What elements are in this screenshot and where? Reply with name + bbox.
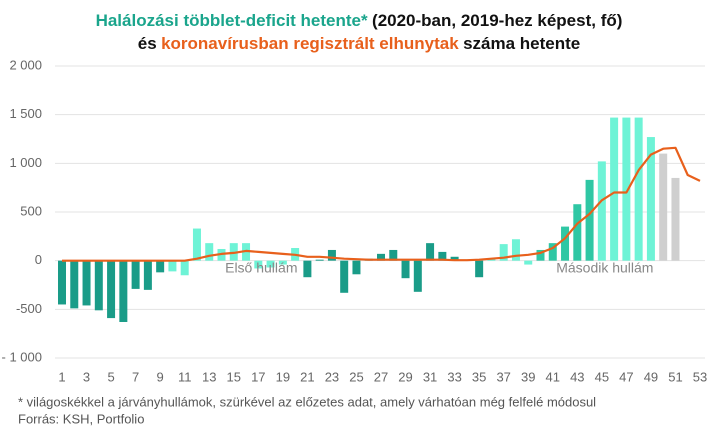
chart-title: Halálozási többlet-deficit hetente* (2020… xyxy=(0,9,718,55)
annotation: Második hullám xyxy=(556,260,653,276)
title-segment: (2020-ban, 2019-hez képest, fő) xyxy=(372,11,623,30)
bar xyxy=(143,260,152,290)
x-tick-label: 7 xyxy=(132,369,139,384)
bar xyxy=(192,228,201,261)
x-tick-label: 1 xyxy=(58,369,65,384)
bar xyxy=(597,161,606,261)
title-segment: és xyxy=(137,34,157,53)
bar xyxy=(561,226,570,261)
bar xyxy=(536,249,545,261)
bar xyxy=(119,260,128,322)
y-tick-label: 0 xyxy=(35,252,42,267)
x-tick-label: 25 xyxy=(349,369,363,384)
x-tick-label: 53 xyxy=(693,369,707,384)
bar xyxy=(303,260,312,278)
bar xyxy=(438,251,447,261)
x-tick-label: 39 xyxy=(521,369,535,384)
bar xyxy=(499,244,508,261)
bar xyxy=(58,260,66,305)
title-segment: Halálozási többlet-deficit hetente* xyxy=(95,11,368,30)
title-segment: száma hetente xyxy=(463,34,581,53)
bar xyxy=(156,260,165,273)
bar xyxy=(389,249,398,261)
x-tick-label: 11 xyxy=(178,369,192,384)
y-tick-label: 1 500 xyxy=(9,106,42,121)
bar xyxy=(205,243,214,261)
bar xyxy=(327,249,336,261)
x-tick-label: 21 xyxy=(300,369,314,384)
bar xyxy=(266,260,275,268)
bar xyxy=(413,260,422,292)
y-tick-label: -500 xyxy=(16,301,42,316)
bar xyxy=(659,153,668,261)
y-tick-label: 1 000 xyxy=(9,155,42,170)
x-tick-label: 45 xyxy=(595,369,609,384)
x-tick-label: 37 xyxy=(496,369,510,384)
x-tick-label: 15 xyxy=(227,369,241,384)
bar xyxy=(548,243,557,261)
bar xyxy=(82,260,91,306)
annotation: Első hullám xyxy=(225,260,297,276)
bar xyxy=(352,260,361,275)
bar xyxy=(610,117,619,261)
bar xyxy=(168,260,177,272)
bar xyxy=(377,253,385,261)
bar xyxy=(524,260,533,265)
x-tick-label: 49 xyxy=(644,369,658,384)
bar xyxy=(254,260,263,269)
bar xyxy=(180,260,189,276)
x-tick-label: 29 xyxy=(398,369,412,384)
bar xyxy=(131,260,140,289)
x-tick-label: 35 xyxy=(472,369,486,384)
bar xyxy=(70,260,79,309)
x-tick-label: 41 xyxy=(546,369,560,384)
x-tick-label: 3 xyxy=(83,369,90,384)
bar xyxy=(450,256,459,261)
x-tick-label: 5 xyxy=(107,369,114,384)
bar xyxy=(475,260,484,278)
x-tick-label: 23 xyxy=(325,369,339,384)
title-line: Halálozási többlet-deficit hetente* (2020… xyxy=(0,9,718,32)
bar xyxy=(401,260,410,279)
title-segment: koronavírusban regisztrált elhunytak xyxy=(161,34,459,53)
x-tick-label: 9 xyxy=(157,369,164,384)
x-tick-label: 51 xyxy=(668,369,682,384)
bar xyxy=(278,260,287,265)
x-tick-label: 13 xyxy=(202,369,216,384)
x-tick-label: 31 xyxy=(423,369,437,384)
bar xyxy=(634,117,643,261)
bar xyxy=(511,239,520,261)
bar xyxy=(426,243,435,261)
footnote: * világoskékkel a járványhullámok, szürk… xyxy=(18,394,596,409)
bar xyxy=(94,260,103,311)
bar xyxy=(585,179,594,261)
y-tick-label: 2 000 xyxy=(9,57,42,72)
bar xyxy=(315,259,324,261)
bar xyxy=(646,137,655,261)
bar xyxy=(107,260,116,319)
x-tick-label: 27 xyxy=(374,369,388,384)
bar xyxy=(340,260,349,293)
footnote: Forrás: KSH, Portfolio xyxy=(18,411,144,426)
y-tick-label: 500 xyxy=(20,203,42,218)
x-tick-label: 47 xyxy=(619,369,633,384)
bar xyxy=(573,204,582,261)
line xyxy=(62,146,701,262)
title-line: és koronavírusban regisztrált elhunytak sz… xyxy=(0,32,718,55)
x-tick-label: 19 xyxy=(276,369,290,384)
bar xyxy=(622,117,631,261)
bar xyxy=(671,177,680,261)
x-tick-label: 33 xyxy=(447,369,461,384)
y-tick-label: - 1 000 xyxy=(2,349,42,364)
x-tick-label: 43 xyxy=(570,369,584,384)
x-tick-label: 17 xyxy=(251,369,265,384)
